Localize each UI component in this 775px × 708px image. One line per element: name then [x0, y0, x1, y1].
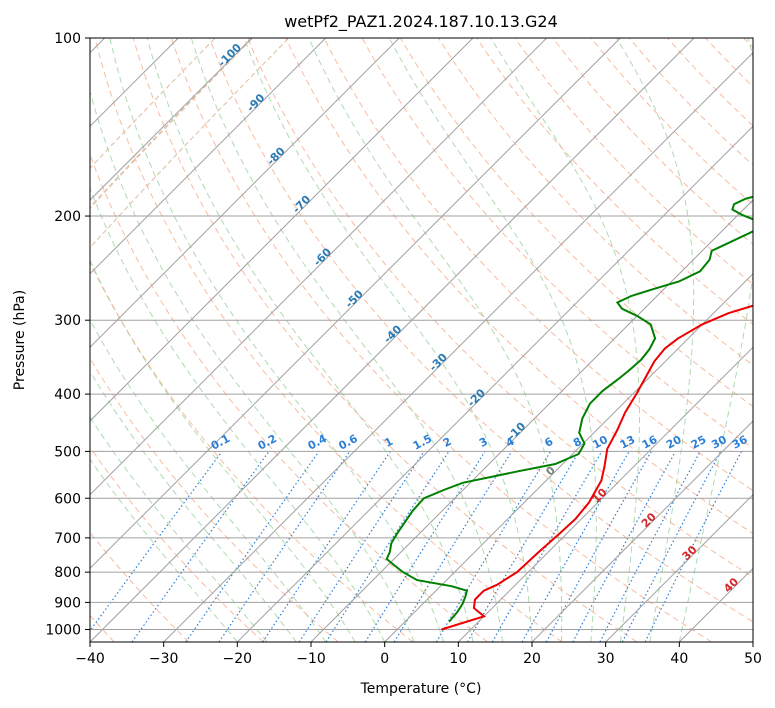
moist-adiabat [678, 38, 753, 642]
y-tick-label: 500 [54, 444, 81, 460]
isotherm-line [90, 38, 474, 422]
dry-adiabat [132, 38, 638, 642]
x-tick-label: −30 [149, 651, 179, 667]
background-curve [90, 38, 290, 249]
moist-adiabat [388, 38, 597, 642]
plot-frame [89, 37, 754, 643]
dry-adiabat [476, 38, 753, 326]
dry-adiabat [170, 38, 712, 642]
dewpoint-line [385, 195, 753, 623]
moist-adiabat [146, 38, 474, 642]
isotherm-line [90, 38, 400, 349]
mixing-ratio-label: 20 [664, 433, 684, 452]
y-axis-label: Pressure (hPa) [12, 290, 28, 390]
mixing-ratio-lines [90, 451, 743, 642]
moist-adiabat [90, 416, 268, 642]
x-tick-label: −10 [296, 651, 326, 667]
isotherm-line [384, 272, 753, 642]
y-tick-label: 100 [54, 31, 81, 47]
isotherm-line [90, 38, 327, 275]
moist-adiabat [90, 458, 238, 642]
y-tick-label: 300 [54, 313, 81, 329]
moist-adiabat [90, 187, 386, 642]
mixing-ratio-line [435, 451, 552, 642]
x-tick-label: 10 [449, 651, 467, 667]
dry-adiabat [94, 38, 563, 642]
dry-adiabat [90, 446, 264, 642]
mixing-ratio-line [218, 451, 351, 642]
isotherm-line [90, 38, 621, 570]
y-axis: 100 200 300 400 500 600 700 800 900 1000 [45, 31, 90, 638]
y-tick-label: 600 [54, 491, 81, 507]
background-curves [90, 38, 290, 249]
dry-adiabat [399, 38, 753, 407]
mixing-ratio-line [90, 451, 223, 632]
mixing-ratio-label: 16 [640, 433, 660, 452]
isotherm-line [605, 493, 753, 642]
dry-adiabat [628, 38, 753, 166]
x-axis-label: Temperature (°C) [360, 681, 482, 697]
mixing-ratio-line [466, 451, 580, 642]
x-tick-label: −20 [223, 651, 253, 667]
isotherm-line [236, 125, 753, 642]
mixing-ratio-label: 13 [618, 433, 638, 452]
mixing-ratio-line [521, 451, 630, 642]
isotherm-line [163, 51, 753, 642]
y-tick-label: 1000 [45, 622, 81, 638]
x-axis: −40 −30 −20 −10 0 10 20 30 40 50 [75, 642, 762, 667]
mixing-ratio-label: 36 [730, 433, 750, 452]
isotherm-line [90, 38, 253, 201]
isotherms [90, 38, 753, 642]
chart-title: wetPf2_PAZ1.2024.187.10.13.G24 [284, 12, 558, 32]
mixing-ratio-line [545, 451, 652, 642]
isotherm-line [90, 38, 695, 642]
temperature-line [441, 304, 753, 631]
x-tick-label: 30 [597, 651, 615, 667]
dry-adiabat [247, 38, 753, 578]
x-tick-label: 20 [523, 651, 541, 667]
moist-adiabat [90, 370, 297, 642]
isotherm-line [90, 38, 548, 496]
mixing-ratio-label: 10 [590, 433, 610, 452]
mixing-ratio-line [131, 451, 270, 642]
y-tick-label: 800 [54, 565, 81, 581]
y-tick-label: 400 [54, 387, 81, 403]
mixing-ratio-line [364, 451, 486, 642]
moist-adiabat [490, 38, 640, 642]
moist-adiabat [109, 38, 445, 642]
isotherm-line [457, 346, 753, 642]
isotherm-line [310, 199, 753, 642]
mixing-ratio-label: 30 [709, 433, 729, 452]
dry-adiabat [323, 38, 753, 492]
y-tick-label: 700 [54, 531, 81, 547]
background-curve [90, 38, 216, 170]
moist-adiabat [308, 38, 563, 642]
mixing-ratio-line [325, 451, 450, 642]
plot-area: -100-90-80-70-60-50-40-30-20-10010203040… [90, 38, 753, 642]
dry-adiabat [90, 261, 414, 642]
moist-adiabat [90, 259, 356, 642]
y-tick-label: 900 [54, 595, 81, 611]
x-tick-label: 50 [744, 651, 762, 667]
isotherm-line [531, 420, 753, 642]
mixing-ratio-line [393, 451, 513, 642]
moist-adiabat [90, 318, 327, 642]
x-tick-label: 0 [380, 651, 389, 667]
moist-adiabat [190, 38, 503, 642]
x-tick-label: 40 [670, 651, 688, 667]
dry-adiabat [209, 38, 753, 623]
mixing-ratio-label: 25 [689, 433, 709, 452]
background-curve [90, 38, 253, 209]
y-tick-label: 200 [54, 209, 81, 225]
dry-adiabat [590, 38, 753, 206]
moist-adiabat [243, 38, 533, 642]
moist-adiabat [615, 38, 695, 642]
x-tick-label: −40 [75, 651, 105, 667]
mixing-ratio-line [572, 451, 677, 642]
dry-adiabat [514, 38, 753, 285]
